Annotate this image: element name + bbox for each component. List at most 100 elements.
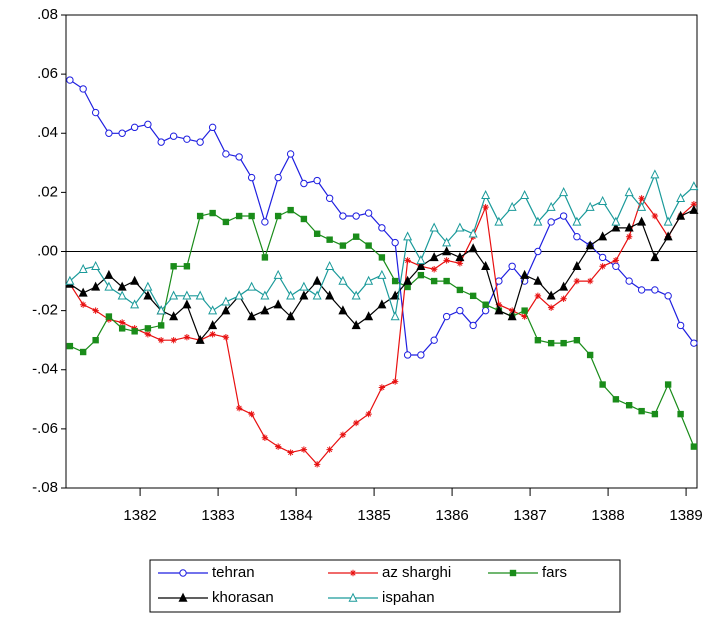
marker bbox=[508, 262, 516, 270]
marker bbox=[260, 305, 270, 315]
marker bbox=[247, 311, 257, 321]
marker bbox=[391, 238, 399, 247]
marker bbox=[599, 263, 606, 270]
marker bbox=[196, 212, 204, 220]
marker bbox=[664, 381, 672, 388]
marker bbox=[612, 257, 620, 264]
marker bbox=[169, 311, 179, 321]
marker bbox=[352, 233, 360, 240]
legend-marker bbox=[178, 592, 188, 602]
y-tick-label: -.08 bbox=[32, 479, 58, 496]
marker bbox=[183, 135, 191, 143]
x-tick-label: 1384 bbox=[279, 507, 312, 524]
marker bbox=[468, 228, 478, 238]
series bbox=[66, 76, 698, 359]
marker bbox=[404, 257, 411, 264]
marker bbox=[403, 231, 413, 241]
marker bbox=[273, 299, 283, 309]
x-tick-label: 1388 bbox=[591, 507, 624, 524]
marker bbox=[79, 348, 87, 356]
marker bbox=[663, 216, 673, 226]
marker bbox=[156, 305, 166, 315]
marker bbox=[690, 443, 698, 450]
series bbox=[65, 169, 699, 321]
marker bbox=[130, 275, 140, 285]
marker bbox=[481, 190, 491, 200]
marker bbox=[196, 138, 204, 146]
marker bbox=[105, 129, 113, 137]
marker bbox=[468, 243, 478, 253]
marker bbox=[650, 252, 660, 262]
marker bbox=[352, 212, 360, 220]
x-tick-label: 1389 bbox=[669, 507, 702, 524]
marker bbox=[195, 334, 205, 344]
marker bbox=[92, 307, 99, 314]
series bbox=[65, 204, 699, 344]
marker bbox=[299, 281, 309, 291]
marker bbox=[521, 307, 528, 314]
marker bbox=[676, 192, 686, 202]
marker bbox=[469, 321, 477, 330]
marker bbox=[299, 290, 309, 300]
marker bbox=[339, 431, 347, 438]
marker bbox=[417, 351, 425, 359]
marker bbox=[416, 255, 426, 265]
marker bbox=[105, 313, 113, 320]
marker bbox=[546, 290, 556, 300]
marker bbox=[144, 325, 152, 332]
marker bbox=[391, 378, 399, 385]
marker bbox=[442, 246, 452, 256]
marker bbox=[637, 286, 646, 294]
marker bbox=[507, 311, 517, 321]
x-tick-label: 1386 bbox=[435, 507, 468, 524]
marker bbox=[79, 85, 87, 93]
y-tick-label: -.02 bbox=[32, 302, 58, 319]
marker bbox=[339, 212, 347, 220]
marker bbox=[442, 237, 452, 247]
marker bbox=[286, 150, 295, 158]
marker bbox=[482, 203, 489, 211]
marker bbox=[260, 290, 270, 300]
marker bbox=[482, 301, 489, 308]
marker bbox=[235, 404, 243, 412]
marker bbox=[91, 281, 101, 291]
marker bbox=[559, 281, 569, 291]
marker bbox=[66, 342, 74, 350]
marker bbox=[208, 305, 218, 315]
marker bbox=[170, 336, 177, 344]
legend-marker bbox=[349, 569, 357, 577]
marker bbox=[507, 201, 517, 211]
marker bbox=[261, 218, 269, 226]
marker bbox=[429, 222, 439, 232]
legend-label: khorasan bbox=[212, 589, 274, 606]
legend-marker bbox=[179, 569, 187, 577]
marker bbox=[534, 292, 542, 300]
series bbox=[66, 206, 698, 450]
marker bbox=[624, 187, 634, 197]
marker bbox=[520, 190, 530, 200]
marker bbox=[183, 263, 191, 270]
marker bbox=[248, 212, 255, 220]
marker bbox=[274, 173, 282, 182]
marker bbox=[390, 290, 400, 300]
marker bbox=[481, 306, 490, 315]
marker bbox=[429, 252, 439, 262]
legend-label: tehran bbox=[212, 564, 255, 581]
marker bbox=[625, 277, 633, 285]
x-tick-label: 1382 bbox=[123, 507, 156, 524]
marker bbox=[430, 277, 438, 285]
marker bbox=[182, 299, 192, 309]
marker bbox=[91, 260, 101, 270]
marker bbox=[365, 410, 372, 418]
marker bbox=[209, 209, 216, 217]
marker bbox=[443, 277, 450, 285]
marker bbox=[495, 277, 503, 285]
marker bbox=[104, 281, 114, 291]
marker bbox=[455, 222, 465, 232]
marker bbox=[533, 216, 543, 226]
marker bbox=[520, 269, 530, 279]
marker bbox=[455, 252, 465, 262]
marker bbox=[625, 233, 633, 240]
marker bbox=[364, 209, 373, 217]
